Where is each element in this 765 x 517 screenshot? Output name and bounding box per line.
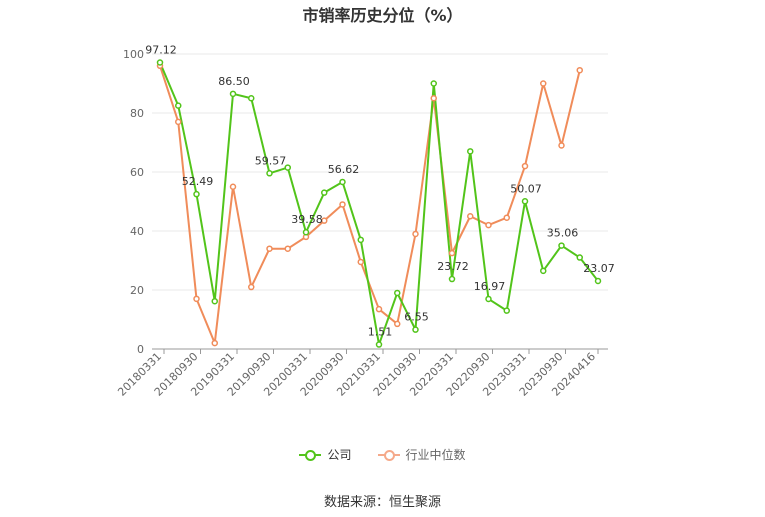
chart-title: 市销率历史分位（%）: [302, 6, 463, 25]
data-point-0-1: [175, 102, 182, 109]
data-point-0-0: [156, 59, 164, 66]
data-label-0-0: 97.12: [145, 43, 177, 56]
data-point-1-7: [284, 245, 291, 252]
data-label-0-22: 35.06: [547, 227, 579, 240]
y-tick-label-0: 0: [137, 343, 144, 356]
data-label-0-14: 6.55: [404, 311, 429, 324]
data-label-0-16: 23.72: [437, 260, 469, 273]
y-tick-label-40: 40: [130, 225, 144, 238]
legend-swatch-industry: [377, 449, 400, 461]
y-tick-label-20: 20: [130, 284, 144, 297]
data-point-1-1: [175, 118, 182, 126]
data-point-1-16: [448, 249, 456, 257]
data-label-0-24: 23.07: [583, 262, 615, 275]
source-note: 数据来源：恒生聚源: [323, 495, 441, 510]
data-point-1-20: [521, 162, 529, 170]
data-point-0-14: [412, 326, 419, 333]
data-point-0-16: [448, 275, 456, 283]
data-point-1-3: [211, 339, 218, 347]
data-label-0-20: 50.07: [510, 182, 542, 195]
data-point-1-19: [503, 214, 510, 221]
data-label-0-2: 52.49: [182, 175, 214, 188]
data-point-1-5: [248, 283, 255, 291]
data-point-0-10: [339, 178, 346, 186]
data-point-1-15: [430, 95, 437, 102]
data-point-0-17: [467, 148, 474, 155]
legend-label-company: 公司: [327, 448, 352, 462]
data-label-0-4: 86.50: [218, 75, 250, 88]
series-lines: [159, 62, 599, 346]
data-point-0-3: [211, 297, 218, 305]
data-point-1-14: [412, 230, 419, 238]
y-tick-label-100: 100: [123, 48, 144, 61]
data-point-0-9: [321, 189, 328, 196]
data-point-0-4: [229, 90, 237, 98]
data-point-1-9: [321, 217, 328, 224]
data-point-0-18: [485, 295, 492, 303]
data-point-1-2: [193, 295, 200, 303]
series-line-1: [159, 65, 581, 345]
data-point-0-13: [394, 289, 401, 297]
data-point-1-13: [394, 320, 401, 328]
y-tick-label-60: 60: [130, 166, 144, 179]
data-point-0-21: [540, 267, 547, 275]
data-point-1-6: [266, 245, 273, 252]
data-label-0-10: 56.62: [328, 163, 360, 176]
data-point-1-18: [485, 221, 492, 229]
data-point-1-21: [540, 80, 547, 87]
y-tick-label-80: 80: [130, 107, 144, 120]
data-point-0-15: [430, 80, 437, 87]
legend-item-industry[interactable]: 行业中位数: [377, 446, 466, 463]
data-point-0-7: [284, 164, 291, 171]
data-label-0-6: 59.57: [255, 154, 287, 167]
legend-item-company[interactable]: 公司: [299, 446, 352, 463]
data-point-0-2: [193, 190, 200, 198]
data-point-0-24: [594, 277, 602, 285]
data-point-0-11: [357, 236, 364, 244]
data-point-0-12: [375, 341, 383, 348]
data-label-0-18: 16.97: [474, 280, 506, 293]
series-points: [156, 59, 602, 348]
data-label-0-12: 1.51: [368, 326, 393, 339]
data-point-1-23: [576, 66, 583, 74]
data-point-1-12: [375, 305, 383, 313]
legend: 公司 行业中位数: [0, 446, 765, 463]
data-point-1-4: [229, 183, 237, 190]
series-line-0: [159, 62, 599, 346]
y-axis: 0 20 40 60 80 100: [123, 48, 144, 356]
data-point-0-6: [266, 170, 273, 177]
data-point-0-19: [503, 307, 510, 314]
data-point-1-11: [357, 258, 364, 266]
data-point-1-17: [467, 213, 474, 220]
legend-label-industry: 行业中位数: [405, 448, 466, 462]
data-point-1-22: [558, 142, 565, 149]
data-point-0-5: [248, 95, 255, 102]
x-axis: 2018033120180930201903312019093020200331…: [115, 348, 608, 399]
data-point-0-8: [302, 228, 310, 236]
data-point-0-22: [558, 242, 565, 249]
data-point-0-20: [521, 198, 529, 205]
data-point-1-10: [339, 201, 346, 208]
data-labels: 97.12 52.49 86.50 59.57 39.58 56.62 1.51 6.55 23…: [145, 43, 615, 338]
data-point-0-23: [576, 254, 583, 261]
legend-swatch-company: [299, 449, 322, 461]
grid-lines: [152, 53, 608, 291]
data-label-0-8: 39.58: [291, 213, 323, 226]
